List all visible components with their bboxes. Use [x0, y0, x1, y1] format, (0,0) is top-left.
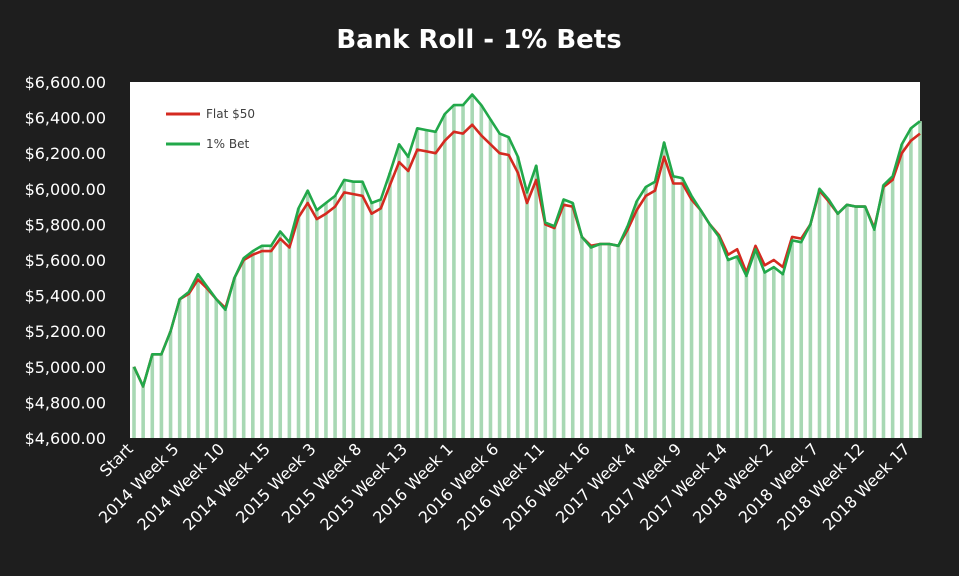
y-tick-label: $5,800.00: [25, 215, 106, 234]
y-tick-label: $5,000.00: [25, 358, 106, 377]
legend: Flat $50 1% Bet: [166, 107, 255, 151]
drop-lines: [132, 94, 922, 438]
y-tick-label: $6,400.00: [25, 109, 106, 128]
y-tick-label: $6,000.00: [25, 180, 106, 199]
series-lines: [132, 93, 921, 388]
y-tick-label: $6,600.00: [25, 73, 106, 92]
series-line-1pct-bet: [132, 93, 921, 388]
chart-title: Bank Roll - 1% Bets: [336, 25, 621, 55]
y-tick-label: $4,800.00: [25, 393, 106, 412]
y-axis: $4,600.00 $4,800.00 $5,000.00 $5,200.00 $5,4…: [25, 73, 106, 448]
y-tick-label: $4,600.00: [25, 429, 106, 448]
legend-label: 1% Bet: [206, 137, 249, 151]
y-tick-label: $5,600.00: [25, 251, 106, 270]
y-tick-label: $5,400.00: [25, 287, 106, 306]
legend-label: Flat $50: [206, 107, 255, 121]
y-tick-label: $5,200.00: [25, 322, 106, 341]
y-tick-label: $6,200.00: [25, 144, 106, 163]
